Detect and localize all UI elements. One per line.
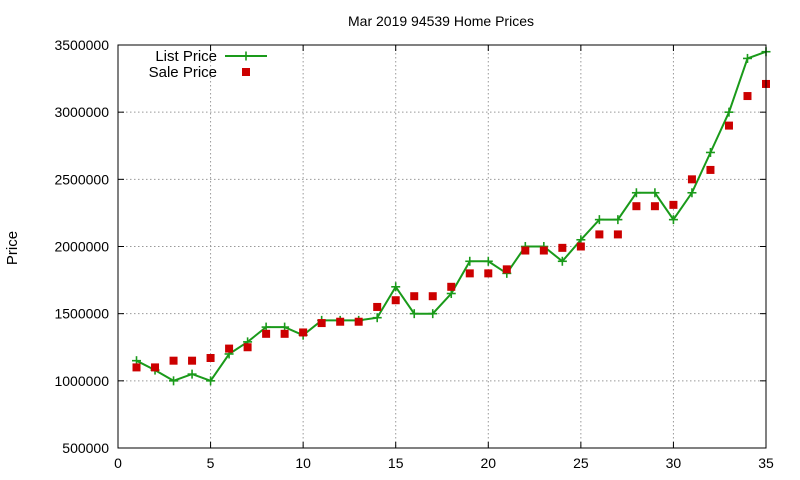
list-price-point [187, 369, 197, 379]
list-price-point [391, 282, 401, 292]
chart-title: Mar 2019 94539 Home Prices [348, 13, 534, 29]
list-price-point [557, 256, 567, 266]
sale-price-point [687, 175, 696, 184]
sale-price-point [354, 317, 363, 326]
y-tick-label: 3000000 [54, 104, 109, 120]
sale-price-point [336, 317, 345, 326]
list-price-point [687, 188, 697, 198]
y-tick-label: 2000000 [54, 239, 109, 255]
sale-price-point [650, 202, 659, 211]
sale-price-point [447, 282, 456, 291]
list-price-point [668, 215, 678, 225]
y-tick-label: 500000 [62, 440, 109, 456]
sale-price-point [539, 246, 548, 255]
sale-price-point [558, 243, 567, 252]
sale-price-point [243, 343, 252, 352]
sale-price-point [373, 302, 382, 311]
list-price-point [483, 256, 493, 266]
sale-price-point [595, 230, 604, 239]
x-tick-label: 20 [480, 455, 496, 471]
list-price-point [742, 53, 752, 63]
list-price-point [613, 215, 623, 225]
list-price-point [650, 188, 660, 198]
list-price-point [169, 376, 179, 386]
list-price-line [136, 50, 767, 383]
sale-price-point [206, 353, 215, 362]
list-price-point [724, 107, 734, 117]
y-tick-label: 1500000 [54, 306, 109, 322]
sale-price-point [262, 329, 271, 338]
legend-swatch-marker [242, 68, 250, 76]
legend-label: Sale Price [149, 64, 217, 81]
sale-price-point [521, 246, 530, 255]
sale-price-point [706, 165, 715, 174]
plot-area [132, 47, 771, 386]
list-price-point [594, 215, 604, 225]
sale-price-point [576, 242, 585, 251]
list-price-point [428, 309, 438, 319]
sale-price-point [632, 202, 641, 211]
legend-label: List Price [155, 48, 217, 65]
list-price-point [631, 188, 641, 198]
x-tick-label: 10 [295, 455, 311, 471]
sale-price-point [502, 265, 511, 274]
sale-price-point [132, 363, 141, 372]
list-price-point [465, 256, 475, 266]
sale-price-point [225, 344, 234, 353]
sale-price-point [743, 92, 752, 101]
axes: 0 5 10 15 20 25 30 35 500000 1000000 1500000 200000… [54, 37, 774, 471]
y-tick-label: 2500000 [54, 171, 109, 187]
sale-price-point [299, 328, 308, 337]
y-tick-label: 3500000 [54, 37, 109, 53]
sale-price-point [465, 269, 474, 278]
list-price-point [206, 376, 216, 386]
x-tick-label: 0 [114, 455, 122, 471]
sale-price-point [484, 269, 493, 278]
sale-price-point [428, 292, 437, 301]
list-price-point [409, 309, 419, 319]
y-tick-label: 1000000 [54, 373, 109, 389]
x-tick-label: 30 [666, 455, 682, 471]
list-price-point [705, 147, 715, 157]
x-tick-label: 5 [207, 455, 215, 471]
x-tick-label: 25 [573, 455, 589, 471]
x-tick-label: 35 [758, 455, 774, 471]
x-tick-label: 15 [388, 455, 404, 471]
sale-price-point [169, 356, 178, 365]
grid [118, 45, 766, 448]
sale-price-point [410, 292, 419, 301]
y-axis-label: Price [4, 231, 21, 265]
sale-price-point [391, 296, 400, 305]
sale-price-point [669, 200, 678, 209]
sale-price-point [151, 363, 160, 372]
sale-price-point [317, 319, 326, 328]
sale-price-point [724, 121, 733, 130]
sale-price-point [280, 329, 289, 338]
list-price-point [372, 313, 382, 323]
sale-price-point [613, 230, 622, 239]
sale-price-point [188, 356, 197, 365]
legend-swatch-marker [241, 51, 251, 61]
